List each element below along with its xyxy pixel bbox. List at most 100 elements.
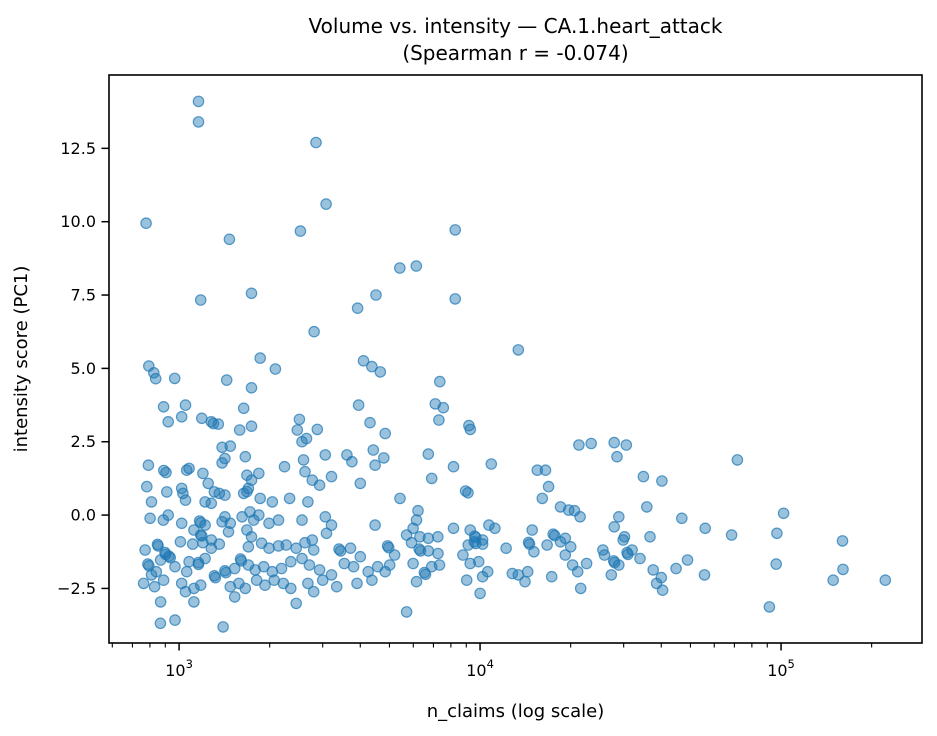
data-point — [626, 544, 638, 556]
data-point — [296, 435, 308, 448]
data-point — [612, 510, 625, 523]
data-point — [302, 577, 314, 590]
data-point — [145, 496, 158, 508]
data-point — [192, 95, 205, 108]
data-point — [414, 530, 426, 543]
data-point — [393, 262, 406, 274]
data-point — [422, 545, 435, 557]
data-point — [145, 569, 158, 581]
data-point — [419, 568, 432, 581]
data-point — [526, 524, 538, 536]
data-point — [213, 538, 226, 550]
data-point — [239, 582, 252, 595]
data-point — [476, 570, 489, 583]
data-point — [462, 486, 474, 499]
data-point — [325, 569, 338, 581]
chart-subtitle: (Spearman r = -0.074) — [402, 41, 628, 65]
data-point — [382, 541, 395, 554]
data-point — [319, 449, 332, 461]
data-point — [154, 554, 167, 566]
data-point — [366, 574, 378, 586]
data-point — [366, 360, 378, 373]
data-point — [192, 116, 205, 128]
data-point — [622, 548, 634, 561]
data-point — [194, 294, 207, 306]
data-point — [209, 571, 222, 584]
data-point — [179, 494, 192, 506]
data-point — [175, 517, 188, 530]
data-point — [413, 543, 425, 555]
data-point — [228, 591, 241, 603]
data-point — [139, 544, 151, 556]
data-point — [247, 514, 260, 526]
data-point — [245, 287, 258, 300]
data-point — [598, 549, 611, 561]
data-point — [346, 455, 358, 468]
y-tick-label: 0.0 — [71, 506, 96, 525]
data-point — [175, 482, 188, 495]
data-point — [474, 587, 486, 600]
data-point — [216, 457, 228, 469]
data-point — [154, 617, 167, 630]
data-point — [299, 465, 311, 478]
data-point — [254, 352, 267, 364]
data-point — [351, 577, 363, 590]
data-point — [528, 545, 540, 558]
data-point — [542, 480, 555, 493]
data-point — [157, 400, 170, 413]
data-point — [223, 233, 236, 246]
data-point — [347, 560, 360, 573]
data-point — [731, 454, 744, 466]
data-point — [162, 415, 174, 428]
data-point — [242, 540, 255, 553]
data-point — [433, 375, 446, 388]
data-point — [580, 557, 593, 570]
data-point — [837, 563, 849, 576]
data-point — [302, 496, 314, 508]
data-point — [374, 366, 387, 378]
data-point — [545, 570, 558, 583]
data-point — [168, 372, 181, 385]
data-point — [620, 439, 633, 451]
y-tick-label: 2.5 — [71, 432, 96, 451]
data-point — [308, 325, 320, 338]
data-point — [157, 574, 170, 586]
data-point — [272, 514, 285, 526]
data-point — [202, 477, 214, 490]
data-point — [141, 480, 153, 493]
data-point — [169, 560, 181, 573]
data-point — [608, 436, 620, 449]
data-point — [284, 582, 297, 595]
data-point — [212, 418, 225, 430]
data-point — [284, 555, 297, 568]
data-point — [252, 467, 265, 480]
data-point — [354, 550, 367, 563]
data-point — [197, 536, 209, 549]
data-point — [377, 452, 390, 464]
x-axis-label: n_claims (log scale) — [427, 701, 605, 722]
data-point — [254, 492, 267, 505]
plot-border — [108, 74, 923, 644]
data-point — [280, 539, 292, 551]
data-point — [334, 545, 347, 557]
data-point — [259, 579, 271, 591]
data-point — [512, 344, 525, 356]
data-point — [320, 198, 332, 210]
data-point — [354, 477, 367, 490]
data-point — [320, 527, 333, 540]
data-point — [296, 552, 308, 565]
data-point — [169, 614, 181, 626]
data-point — [205, 497, 218, 510]
data-point — [681, 554, 694, 566]
data-point — [571, 565, 584, 578]
data-point — [531, 464, 544, 476]
data-point — [879, 574, 892, 586]
data-point — [412, 504, 424, 517]
data-point — [637, 470, 650, 483]
data-point — [149, 372, 162, 385]
data-point — [460, 574, 473, 586]
data-point — [447, 460, 460, 473]
data-point — [330, 580, 343, 593]
data-point — [675, 512, 688, 525]
